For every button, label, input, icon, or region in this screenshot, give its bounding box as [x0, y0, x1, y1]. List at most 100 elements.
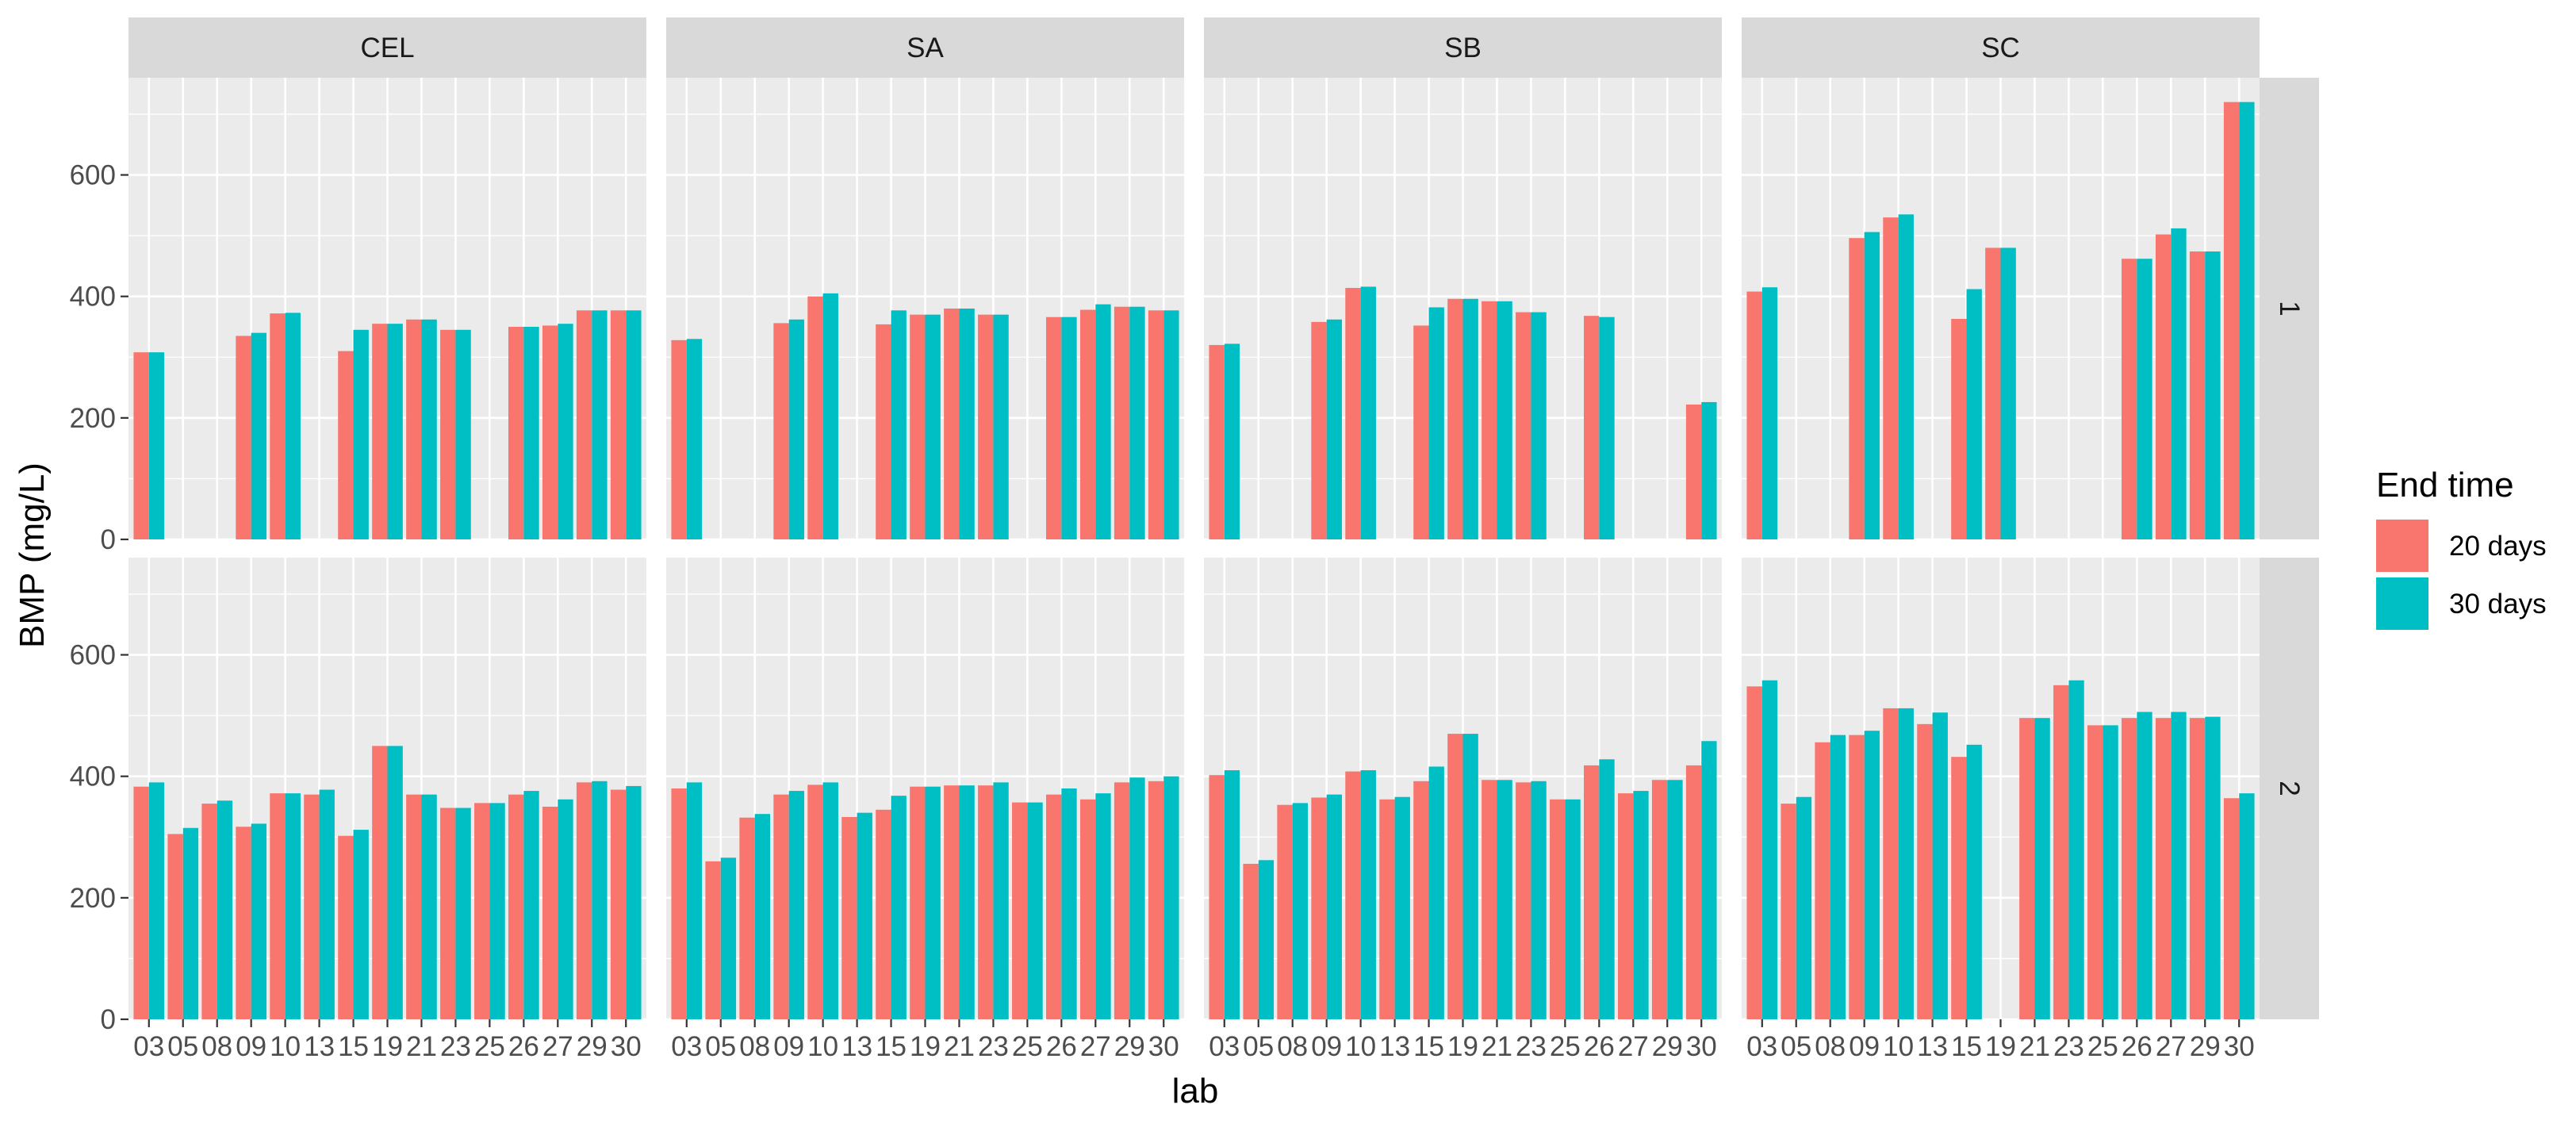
x-tick-label: 05 — [167, 1031, 198, 1062]
bar-sa-1-10-30d — [822, 293, 838, 539]
bar-sb-2-15-30d — [1428, 766, 1444, 1019]
bar-sa-2-27-20d — [1079, 799, 1096, 1019]
bar-sa-2-25-20d — [1012, 802, 1028, 1019]
bar-sa-1-27-20d — [1079, 309, 1096, 539]
bar-sa-2-08-20d — [739, 817, 755, 1019]
bar-cel-1-10-20d — [270, 313, 286, 539]
x-tick-label: 13 — [841, 1031, 872, 1062]
y-tick-label: 400 — [70, 282, 116, 313]
bar-sc-2-03-30d — [1761, 680, 1778, 1019]
bar-sb-2-09-20d — [1311, 797, 1327, 1019]
bar-sa-2-08-30d — [754, 814, 771, 1019]
bar-sb-2-13-30d — [1394, 796, 1410, 1019]
bar-sb-2-25-20d — [1550, 799, 1566, 1019]
x-tick-label: 23 — [440, 1031, 471, 1062]
bar-sa-2-03-30d — [686, 782, 703, 1019]
bar-cel-2-03-30d — [148, 782, 165, 1019]
bar-sc-2-03-20d — [1746, 686, 1762, 1019]
bar-sb-2-05-30d — [1258, 860, 1275, 1019]
x-tick-label: 21 — [406, 1031, 437, 1062]
x-tick-label: 25 — [474, 1031, 505, 1062]
x-tick-label: 30 — [1686, 1031, 1717, 1062]
x-tick-label: 03 — [133, 1031, 164, 1062]
bar-sc-1-10-30d — [1898, 214, 1914, 539]
bar-cel-2-10-30d — [285, 793, 301, 1019]
bar-sb-1-03-30d — [1224, 343, 1240, 539]
bar-sc-2-25-30d — [2103, 725, 2118, 1019]
facet-label-row-1: 1 — [2274, 301, 2305, 316]
bar-cel-2-26-30d — [523, 791, 539, 1019]
bar-sc-1-26-20d — [2122, 259, 2137, 539]
x-tick-label: 19 — [1447, 1031, 1478, 1062]
legend-title: End time — [2376, 466, 2514, 504]
x-tick-label: 25 — [1550, 1031, 1581, 1062]
x-tick-label: 26 — [1584, 1031, 1615, 1062]
bar-cel-1-03-30d — [148, 352, 165, 539]
bar-cel-1-09-30d — [251, 332, 266, 539]
x-tick-label: 15 — [1951, 1031, 1982, 1062]
bar-sb-1-09-20d — [1311, 321, 1327, 539]
bar-sa-2-30-20d — [1148, 781, 1164, 1019]
bar-sb-1-23-30d — [1531, 312, 1547, 539]
bar-cel-1-29-20d — [576, 310, 592, 539]
bar-cel-1-23-20d — [440, 329, 456, 539]
bar-sc-2-25-20d — [2087, 725, 2103, 1019]
bar-sb-2-23-20d — [1516, 782, 1531, 1019]
bar-sa-1-19-30d — [925, 314, 941, 539]
bar-cel-2-23-30d — [455, 808, 471, 1019]
x-tick-label: 21 — [944, 1031, 975, 1062]
legend: End time 20 days 30 days — [2376, 466, 2547, 630]
facet-strip-cel — [128, 17, 646, 78]
bar-sa-1-23-20d — [978, 314, 994, 539]
bar-sa-2-19-30d — [925, 786, 941, 1019]
bar-sb-2-30-20d — [1685, 765, 1702, 1019]
bar-sa-1-26-30d — [1061, 316, 1077, 539]
x-tick-label: 05 — [1781, 1031, 1811, 1062]
x-tick-label: 05 — [705, 1031, 736, 1062]
bar-sb-2-21-20d — [1482, 780, 1497, 1019]
bar-sb-1-09-30d — [1326, 319, 1342, 539]
bar-sc-1-19-20d — [1985, 247, 2001, 539]
bar-sa-2-09-30d — [788, 791, 804, 1019]
x-tick-label: 09 — [236, 1031, 266, 1062]
facet-strip-row-2 — [2260, 558, 2319, 1019]
bar-sa-1-03-30d — [686, 339, 703, 539]
bar-cel-1-26-30d — [523, 326, 539, 539]
x-tick-label: 09 — [1311, 1031, 1342, 1062]
bar-sa-1-30-20d — [1148, 310, 1164, 539]
bar-cel-2-21-30d — [421, 794, 437, 1019]
bar-sa-2-15-20d — [876, 809, 891, 1019]
bar-sb-2-10-30d — [1360, 770, 1376, 1019]
bar-sc-2-30-30d — [2239, 793, 2255, 1019]
bar-sa-2-29-20d — [1114, 782, 1130, 1019]
x-tick-label: 26 — [2122, 1031, 2152, 1062]
x-tick-label: 03 — [671, 1031, 702, 1062]
bar-cel-1-21-30d — [421, 319, 437, 539]
bar-cel-2-13-30d — [319, 789, 335, 1019]
bar-sc-2-21-30d — [2034, 718, 2050, 1019]
bar-sc-1-29-30d — [2205, 251, 2221, 539]
bar-sb-1-19-20d — [1447, 298, 1463, 539]
x-tick-label: 10 — [1883, 1031, 1914, 1062]
bar-sa-1-30-30d — [1163, 310, 1179, 539]
x-tick-label: 26 — [508, 1031, 539, 1062]
bar-sa-2-10-20d — [807, 784, 823, 1019]
x-tick-label: 19 — [372, 1031, 403, 1062]
bar-sb-2-27-20d — [1617, 793, 1634, 1019]
bar-sb-1-21-30d — [1497, 301, 1512, 539]
bar-sc-2-26-20d — [2122, 718, 2137, 1019]
bar-sc-2-08-20d — [1815, 742, 1830, 1019]
bar-cel-2-03-20d — [133, 786, 149, 1019]
legend-key-20-days — [2376, 520, 2428, 572]
bar-cel-1-19-20d — [372, 324, 388, 539]
bar-cel-2-08-20d — [201, 804, 217, 1019]
bar-sc-2-05-20d — [1781, 804, 1796, 1019]
bar-cel-2-10-20d — [270, 793, 286, 1019]
bar-sb-2-03-20d — [1209, 775, 1225, 1019]
bar-sb-2-08-20d — [1277, 804, 1293, 1019]
x-tick-label: 27 — [542, 1031, 573, 1062]
bar-cel-2-15-30d — [353, 830, 369, 1019]
bar-cel-2-29-30d — [592, 781, 608, 1019]
bar-sa-2-10-30d — [822, 782, 838, 1019]
x-tick-label: 09 — [1849, 1031, 1880, 1062]
